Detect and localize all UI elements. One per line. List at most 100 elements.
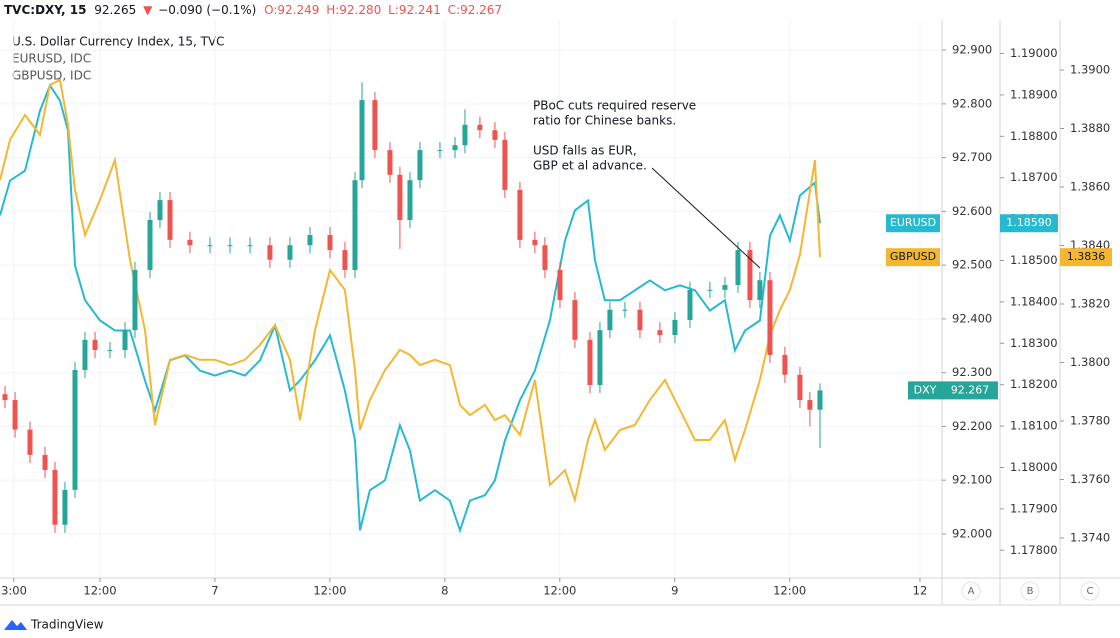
value-label: 1.18590 [1006,216,1052,229]
candle-body [92,339,98,351]
candle-body [657,330,663,336]
candle-body [587,339,593,386]
y-tick-label: 1.3900 [1070,63,1110,77]
axis-button [1080,581,1100,601]
candle-body [107,350,113,352]
x-tick-label: 3:00 [1,584,27,598]
y-tick-label: 1.18700 [1010,170,1058,184]
y-tick-label: 92.200 [952,419,992,433]
y-tick-label: 1.3860 [1070,179,1110,193]
candle-body [735,250,741,286]
candle-body [27,429,33,455]
ohlc-high: H:92.280 [326,3,381,17]
candle-body [72,369,78,490]
y-tick-label: 1.19000 [1010,46,1058,60]
annotation: USD falls as EUR, [533,144,637,158]
tag-name: EURUSD [890,216,936,229]
y-tick-label: 92.300 [952,365,992,379]
value-box [942,381,998,400]
candle-body [557,269,563,301]
candle-body [372,100,378,151]
candle-body [637,309,643,331]
tag-name: GBPUSD [890,250,936,263]
candle-body [817,390,823,410]
y-tick-label: 92.600 [952,204,992,218]
candle-body [707,289,713,291]
candle-body [782,354,788,375]
header: TVC:DXY, 15 92.265 ▼ −0.090 (−0.1%) O:92… [4,3,502,17]
candle-body [397,174,403,220]
x-tick-label: 12:00 [313,584,346,598]
y-tick-label: 1.18900 [1010,87,1058,101]
candle-body [387,150,393,175]
candle-body [452,145,458,151]
line [0,78,821,504]
y-tick-label: 1.3880 [1070,121,1110,135]
y-tick-label: 1.18500 [1010,253,1058,267]
candle-body [517,189,523,240]
candle-body [352,180,358,270]
candle-body [327,235,333,251]
candle-body [757,280,763,301]
y-tick-label: 1.3740 [1070,530,1110,544]
legend-gbpusd: GBPUSD, IDC [12,69,91,83]
change: −0.090 (−0.1%) [158,3,256,17]
candle-body [227,245,233,247]
value-label: 92.267 [951,383,990,396]
x-tick-label: 12:00 [543,584,576,598]
y-tick-label: 1.3760 [1070,472,1110,486]
candle-body [477,124,483,131]
candle-body [147,219,153,270]
y-tick-label: 92.800 [952,96,992,110]
y-tick-label: 1.17900 [1010,501,1058,515]
annotation-leader [651,167,761,269]
candle-body [492,130,498,140]
candle-body [407,180,413,220]
axis-name: B [1027,586,1034,597]
annotation: ratio for Chinese banks. [533,114,676,128]
y-tick-label: 1.17800 [1010,543,1058,557]
candle-body [747,250,753,301]
candle-body [687,289,693,320]
x-tick-label: 8 [441,584,448,598]
y-tick-label: 92.700 [952,150,992,164]
y-tick-label: 92.900 [952,43,992,57]
axis-button [961,581,981,601]
logo [4,620,27,630]
candle-body [572,300,578,340]
footer: TradingView [4,618,104,632]
x-tick-label: 9 [671,584,678,598]
candle-body [342,250,348,270]
y-tick-label: 92.500 [952,258,992,272]
y-tick-label: 92.400 [952,311,992,325]
candle-body [622,309,628,311]
tag-box [886,248,940,267]
candle-body [767,280,773,355]
last-price: 92.265 [94,3,136,17]
y-tick-label: 1.18000 [1010,460,1058,474]
tag-name: DXY [914,383,937,396]
candle-body [167,200,173,240]
legend-eurusd: EURUSD, IDC [12,52,91,66]
x-tick-label: 12:00 [83,584,116,598]
candle-body [42,454,48,470]
y-tick-label: 1.3820 [1070,296,1110,310]
candle-body [607,309,613,331]
y-tick-label: 1.18200 [1010,377,1058,391]
candle-body [12,400,18,430]
candle-body [307,235,313,246]
x-tick-label: 7 [211,584,218,598]
candle-body [597,330,603,386]
annotation: GBP et al advance. [533,159,647,173]
candle-body [82,339,88,370]
candle-body [462,124,468,146]
symbol: TVC:DXY, 15 [4,3,86,17]
y-tick-label: 92.100 [952,473,992,487]
candle-body [52,469,58,525]
candle-body [122,330,128,351]
candle-body [722,285,728,290]
candle-body [532,239,538,246]
candle-body [132,269,138,331]
value-box [1060,248,1112,267]
